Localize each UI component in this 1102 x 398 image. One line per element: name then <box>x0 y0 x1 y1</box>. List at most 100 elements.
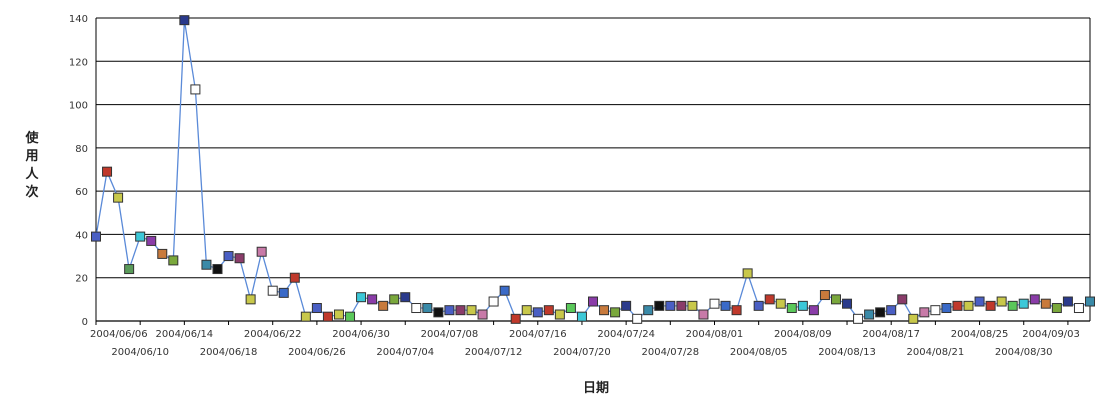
x-tick-label: 2004/07/24 <box>597 329 655 340</box>
data-point <box>124 264 135 275</box>
data-point <box>333 309 344 320</box>
data-point <box>223 251 234 262</box>
data-point <box>709 298 720 309</box>
y-tick-label: 80 <box>75 144 88 155</box>
data-point <box>278 287 289 298</box>
x-tick-label: 2004/06/10 <box>111 347 169 358</box>
data-point <box>621 300 632 311</box>
data-point <box>985 300 996 311</box>
x-tick-label: 2004/07/12 <box>465 347 523 358</box>
data-point <box>466 305 477 316</box>
y-axis-label: 使用人次 <box>24 130 39 200</box>
data-point <box>996 296 1007 307</box>
y-tick-label: 40 <box>75 230 88 241</box>
data-line <box>95 20 1091 320</box>
data-point <box>632 313 643 324</box>
data-point <box>135 231 146 242</box>
x-tick-label: 2004/08/13 <box>818 347 876 358</box>
y-tick-label: 60 <box>75 187 88 198</box>
data-point <box>974 296 985 307</box>
data-point <box>157 248 168 259</box>
x-tick-labels: 2004/06/06 2004/06/10 2004/06/14 2004/06/18… <box>90 321 1080 358</box>
x-tick-label: 2004/07/08 <box>421 329 479 340</box>
data-point <box>532 307 543 318</box>
data-point <box>245 294 256 305</box>
data-point <box>256 246 267 257</box>
data-point <box>289 272 300 283</box>
data-point <box>356 292 367 303</box>
data-point <box>488 296 499 307</box>
data-point <box>654 300 665 311</box>
data-point <box>930 305 941 316</box>
x-tick-label: 2004/08/09 <box>774 329 832 340</box>
x-tick-label: 2004/09/03 <box>1022 329 1080 340</box>
data-point <box>179 15 190 26</box>
data-point <box>952 300 963 311</box>
data-point <box>433 307 444 318</box>
data-point <box>665 300 676 311</box>
data-point <box>400 292 411 303</box>
data-point <box>687 300 698 311</box>
x-tick-label: 2004/06/22 <box>244 329 302 340</box>
data-point <box>411 303 422 314</box>
x-tick-label: 2004/06/26 <box>288 347 346 358</box>
data-point <box>311 303 322 314</box>
data-point <box>897 294 908 305</box>
x-tick-label: 2004/07/16 <box>509 329 567 340</box>
data-point <box>1051 303 1062 314</box>
data-point <box>322 311 333 322</box>
data-point <box>1062 296 1073 307</box>
series-line <box>95 20 1091 320</box>
data-point <box>212 264 223 275</box>
data-point <box>908 313 919 324</box>
data-point <box>201 259 212 270</box>
x-tick-label: 2004/08/25 <box>951 329 1009 340</box>
data-point <box>300 311 311 322</box>
data-point <box>521 305 532 316</box>
data-point <box>830 294 841 305</box>
data-point <box>676 300 687 311</box>
data-point <box>367 294 378 305</box>
data-point <box>499 285 510 296</box>
data-point <box>775 298 786 309</box>
x-axis-label: 日期 <box>583 381 609 396</box>
data-point <box>477 309 488 320</box>
x-tick-label: 2004/06/18 <box>200 347 258 358</box>
data-point <box>267 285 278 296</box>
data-point <box>554 309 565 320</box>
data-point <box>599 305 610 316</box>
data-point <box>864 309 875 320</box>
data-point <box>444 305 455 316</box>
data-point <box>886 305 897 316</box>
y-tick-label: 120 <box>69 57 88 68</box>
axes <box>95 18 1091 322</box>
y-tick-label: 140 <box>69 14 88 25</box>
data-point <box>742 268 753 279</box>
y-tick-label: 100 <box>69 101 88 112</box>
y-tick-label: 0 <box>82 317 88 328</box>
data-point <box>819 290 830 301</box>
data-point <box>234 253 245 264</box>
data-point <box>190 84 201 95</box>
data-point <box>345 311 356 322</box>
data-point <box>643 305 654 316</box>
data-point <box>797 300 808 311</box>
x-tick-label: 2004/07/28 <box>641 347 699 358</box>
data-point <box>389 294 400 305</box>
data-point <box>610 307 621 318</box>
data-point <box>146 235 157 246</box>
data-point <box>875 307 886 318</box>
x-tick-label: 2004/07/04 <box>376 347 434 358</box>
data-point <box>698 309 709 320</box>
data-point <box>168 255 179 266</box>
y-tick-label: 20 <box>75 274 88 285</box>
data-point <box>1040 298 1051 309</box>
data-point <box>510 313 521 324</box>
data-point <box>753 300 764 311</box>
data-point <box>102 166 113 177</box>
data-point <box>378 300 389 311</box>
data-point <box>1018 298 1029 309</box>
x-tick-label: 2004/07/20 <box>553 347 611 358</box>
